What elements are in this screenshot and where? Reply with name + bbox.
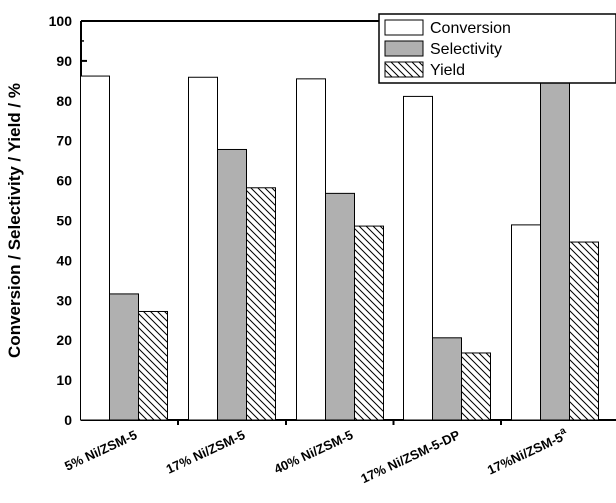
x-tick-label: 40% Ni/ZSM-5: [272, 427, 356, 477]
bar-yield-2: [354, 225, 384, 421]
legend-label-selectivity: Selectivity: [430, 41, 502, 58]
y-tick-label: 20: [56, 332, 72, 348]
bar-conversion-3: [403, 95, 433, 421]
x-tick-label: 17%Ni/ZSM-5a: [484, 425, 571, 477]
bar-conversion-1: [188, 76, 218, 421]
legend-label-yield: Yield: [430, 62, 465, 79]
x-tick-label: 17% Ni/ZSM-5: [164, 427, 248, 477]
bar-yield-0: [138, 310, 168, 421]
bar-conversion-2: [296, 78, 326, 421]
bar-selectivity-2: [325, 192, 355, 421]
bar-conversion-0: [80, 75, 110, 421]
x-tick-label: 5% Ni/ZSM-5: [62, 427, 139, 474]
bar-yield-4: [569, 241, 599, 421]
y-tick-label: 80: [56, 93, 72, 109]
legend-label-conversion: Conversion: [430, 20, 511, 37]
bar-selectivity-0: [109, 293, 139, 421]
bar-conversion-4: [511, 224, 541, 421]
y-axis-title: Conversion / Selectivity / Yield / %: [5, 83, 24, 358]
legend: Conversion Selectivity Yield: [378, 13, 616, 84]
bar-selectivity-3: [432, 337, 462, 421]
y-tick-label: 100: [49, 13, 73, 29]
y-tick-label: 50: [56, 213, 72, 229]
bar-yield-1: [246, 187, 276, 421]
y-tick-label: 40: [56, 252, 72, 268]
y-tick-label: 0: [64, 412, 72, 428]
y-tick-label: 30: [56, 292, 72, 308]
bar-selectivity-4: [540, 55, 570, 421]
y-tick-label: 90: [56, 53, 72, 69]
y-tick-label: 60: [56, 173, 72, 189]
bar-yield-3: [461, 352, 491, 421]
bar-selectivity-1: [217, 148, 247, 421]
plot-area: 0 10 20 30 40 50 60 70 80 90 100 5% Ni/ZSM-5 17% Ni/…: [49, 13, 616, 486]
x-tick-label: 17% Ni/ZSM-5-DP: [358, 427, 462, 486]
y-tick-label: 70: [56, 133, 72, 149]
y-tick-label: 10: [56, 372, 72, 388]
x-tick-label-superscript: a: [558, 425, 568, 438]
legend-swatch-conversion: [384, 19, 424, 36]
legend-swatch-yield: [384, 61, 424, 78]
legend-swatch-selectivity: [384, 40, 424, 57]
